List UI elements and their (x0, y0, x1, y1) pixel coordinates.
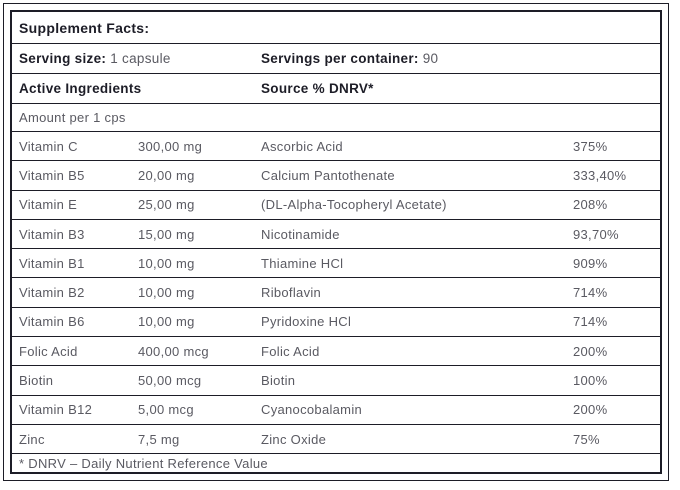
ingredient-dnrv-percent: 909% (573, 255, 608, 271)
ingredient-dnrv-percent: 100% (573, 373, 608, 389)
ingredient-amount: 15,00 mg (138, 226, 195, 242)
ingredient-row: Vitamin B2 10,00 mg Riboflavin 714% (12, 278, 660, 308)
ingredient-dnrv-percent: 75% (573, 431, 600, 447)
ingredient-dnrv-percent: 714% (573, 314, 608, 330)
ingredient-dnrv-percent: 375% (573, 138, 608, 154)
ingredient-name: Vitamin B2 (19, 285, 85, 301)
ingredient-name: Biotin (19, 373, 54, 389)
panel-title-row: Supplement Facts: (12, 12, 660, 44)
panel-title: Supplement Facts: (19, 19, 150, 36)
ingredient-source: Biotin (261, 373, 296, 389)
ingredient-amount: 50,00 mcg (138, 373, 202, 389)
ingredient-source: Cyanocobalamin (261, 402, 363, 418)
column-header-row: Active Ingredients Source % DNRV* (12, 74, 660, 104)
ingredient-row: Biotin 50,00 mcg Biotin 100% (12, 366, 660, 396)
label-outer-frame: Supplement Facts: Serving size: 1 capsule… (3, 3, 669, 481)
ingredient-amount: 7,5 mg (138, 431, 180, 447)
serving-size-label: Serving size: (19, 51, 107, 66)
ingredient-row: Vitamin B5 20,00 mg Calcium Pantothenate… (12, 161, 660, 191)
ingredient-amount: 5,00 mcg (138, 402, 194, 418)
servings-per-container: Servings per container: 90 (261, 51, 660, 66)
ingredient-name: Vitamin E (19, 197, 78, 213)
ingredient-name: Vitamin B12 (19, 402, 93, 418)
serving-size-value: 1 capsule (110, 51, 171, 66)
supplement-facts-panel: Supplement Facts: Serving size: 1 capsule… (10, 10, 662, 474)
serving-size: Serving size: 1 capsule (19, 51, 261, 66)
amount-per-capsule-row: Amount per 1 cps (12, 104, 660, 132)
ingredient-name: Vitamin C (19, 138, 78, 154)
ingredient-source: (DL-Alpha-Tocopheryl Acetate) (261, 197, 447, 213)
dnrv-footnote: * DNRV – Daily Nutrient Reference Value (19, 455, 268, 471)
ingredient-source: Nicotinamide (261, 226, 340, 242)
ingredient-amount: 400,00 mcg (138, 343, 209, 359)
servings-per-container-value: 90 (422, 51, 439, 66)
serving-info-row: Serving size: 1 capsule Servings per cont… (12, 44, 660, 74)
ingredient-source: Pyridoxine HCl (261, 314, 352, 330)
ingredient-name: Vitamin B1 (19, 255, 85, 271)
ingredient-dnrv-percent: 208% (573, 197, 608, 213)
column-header-source-dnrv: Source % DNRV* (261, 81, 374, 96)
ingredient-row: Folic Acid 400,00 mcg Folic Acid 200% (12, 337, 660, 367)
ingredient-row: Vitamin B6 10,00 mg Pyridoxine HCl 714% (12, 308, 660, 338)
ingredient-dnrv-percent: 200% (573, 402, 608, 418)
ingredient-row: Zinc 7,5 mg Zinc Oxide 75% (12, 425, 660, 455)
ingredient-source: Thiamine HCl (261, 255, 344, 271)
ingredient-source: Folic Acid (261, 343, 320, 359)
ingredient-source: Ascorbic Acid (261, 138, 343, 154)
ingredient-dnrv-percent: 93,70% (573, 226, 619, 242)
ingredient-source: Calcium Pantothenate (261, 167, 395, 183)
ingredient-source: Zinc Oxide (261, 431, 327, 447)
ingredient-amount: 10,00 mg (138, 255, 195, 271)
ingredient-dnrv-percent: 333,40% (573, 167, 627, 183)
ingredient-row: Vitamin B12 5,00 mcg Cyanocobalamin 200% (12, 396, 660, 425)
ingredient-amount: 10,00 mg (138, 285, 195, 301)
ingredient-dnrv-percent: 200% (573, 343, 608, 359)
ingredient-amount: 25,00 mg (138, 197, 195, 213)
ingredient-amount: 300,00 mg (138, 138, 203, 154)
ingredient-amount: 20,00 mg (138, 167, 195, 183)
ingredient-name: Vitamin B6 (19, 314, 85, 330)
ingredient-dnrv-percent: 714% (573, 285, 608, 301)
ingredient-amount: 10,00 mg (138, 314, 195, 330)
ingredient-row: Vitamin E 25,00 mg (DL-Alpha-Tocopheryl … (12, 191, 660, 220)
ingredient-rows: Vitamin C 300,00 mg Ascorbic Acid 375% V… (12, 132, 660, 455)
ingredient-name: Vitamin B5 (19, 167, 85, 183)
column-header-active-ingredients: Active Ingredients (19, 81, 142, 96)
amount-per-capsule-label: Amount per 1 cps (19, 110, 126, 125)
footnote-row: * DNRV – Daily Nutrient Reference Value (12, 454, 660, 472)
ingredient-name: Folic Acid (19, 343, 78, 359)
ingredient-row: Vitamin C 300,00 mg Ascorbic Acid 375% (12, 132, 660, 162)
ingredient-name: Zinc (19, 431, 45, 447)
ingredient-name: Vitamin B3 (19, 226, 85, 242)
ingredient-row: Vitamin B3 15,00 mg Nicotinamide 93,70% (12, 220, 660, 250)
ingredient-source: Riboflavin (261, 285, 322, 301)
servings-per-container-label: Servings per container: (261, 51, 419, 66)
ingredient-row: Vitamin B1 10,00 mg Thiamine HCl 909% (12, 249, 660, 279)
